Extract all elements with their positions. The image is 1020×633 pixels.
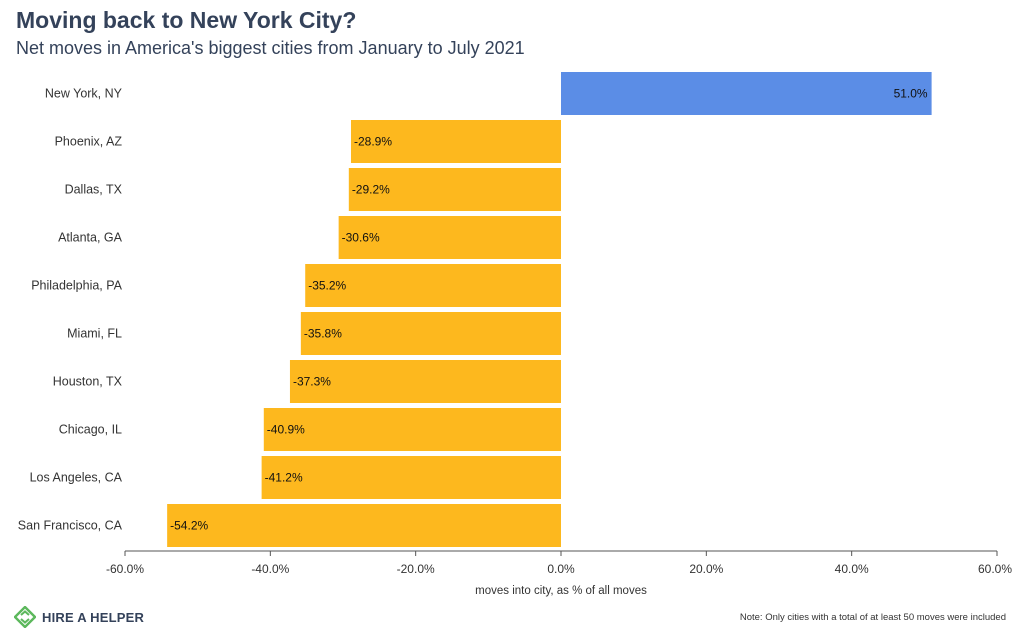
data-label: -54.2% — [170, 519, 208, 533]
bar — [338, 216, 561, 259]
data-label: -40.9% — [267, 423, 305, 437]
bar — [167, 504, 561, 547]
x-tick-label: -20.0% — [397, 562, 435, 576]
data-label: -35.2% — [308, 279, 346, 293]
category-label: Atlanta, GA — [58, 231, 123, 245]
x-tick-label: 20.0% — [689, 562, 723, 576]
logo-diamond-icon — [14, 606, 36, 628]
footnote: Note: Only cities with a total of at lea… — [739, 612, 1006, 623]
bar — [561, 72, 932, 115]
x-axis-label: moves into city, as % of all moves — [475, 585, 647, 597]
bar — [348, 168, 561, 211]
bars-group: 51.0% -28.9% -29.2% -30.6% -35.2% -35.8% -37.3… — [167, 72, 932, 547]
bar — [350, 120, 561, 163]
logo-text: HIRE A HELPER — [42, 609, 145, 625]
x-tick-label: -60.0% — [106, 562, 144, 576]
bar — [289, 360, 561, 403]
bar — [261, 456, 561, 499]
x-tick-label: 0.0% — [547, 562, 575, 576]
bar — [300, 312, 561, 355]
data-label: 51.0% — [894, 87, 928, 101]
data-label: -37.3% — [293, 375, 331, 389]
bar-chart: 51.0% -28.9% -29.2% -30.6% -35.2% -35.8% -37.3… — [18, 72, 1012, 597]
x-tick-label: -40.0% — [251, 562, 289, 576]
category-label: Phoenix, AZ — [55, 135, 123, 149]
chart-subtitle: Net moves in America's biggest cities fr… — [16, 38, 525, 58]
x-tick-label: 40.0% — [835, 562, 869, 576]
data-label: -29.2% — [352, 183, 390, 197]
category-label: Chicago, IL — [59, 423, 122, 437]
hire-a-helper-logo: HIRE A HELPER — [14, 606, 144, 628]
category-label: New York, NY — [45, 87, 123, 101]
category-label: Los Angeles, CA — [30, 471, 123, 485]
x-tick-label: 60.0% — [978, 562, 1012, 576]
chart-title: Moving back to New York City? — [16, 7, 357, 33]
data-label: -30.6% — [342, 231, 380, 245]
data-label: -41.2% — [265, 471, 303, 485]
category-label: Philadelphia, PA — [31, 279, 122, 293]
category-label: Dallas, TX — [65, 183, 123, 197]
category-labels: New York, NY Phoenix, AZ Dallas, TX Atlanta… — [18, 87, 123, 533]
x-axis: -60.0% -40.0% -20.0% 0.0% 20.0% 40.0% 60.0% — [106, 550, 1012, 576]
category-label: Houston, TX — [53, 375, 123, 389]
data-label: -28.9% — [354, 135, 392, 149]
category-label: Miami, FL — [67, 327, 122, 341]
bar — [263, 408, 561, 451]
bar — [305, 264, 561, 307]
data-label: -35.8% — [304, 327, 342, 341]
category-label: San Francisco, CA — [18, 519, 123, 533]
